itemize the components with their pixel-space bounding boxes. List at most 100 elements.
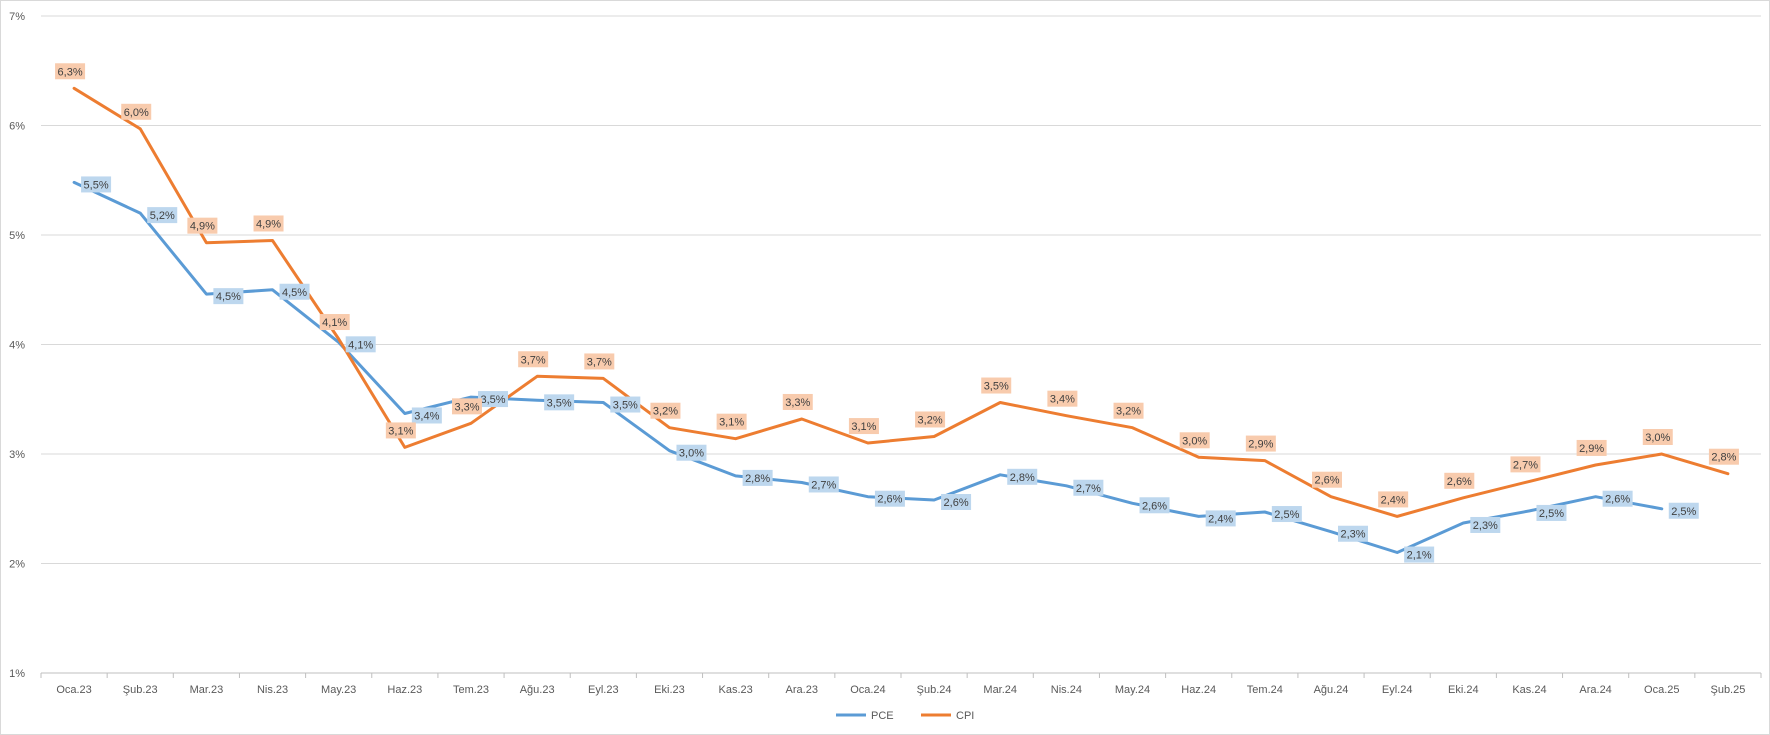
- data-label-cpi: 6,3%: [55, 63, 86, 80]
- data-label-box: [147, 207, 178, 224]
- x-tick-label: Eki.24: [1448, 684, 1479, 696]
- x-tick-label: Şub.23: [123, 684, 158, 696]
- data-label-text: 5,5%: [84, 179, 109, 191]
- data-label-text: 3,0%: [679, 448, 704, 460]
- data-label-text: 2,3%: [1473, 520, 1498, 532]
- data-label-pce: 3,5%: [478, 391, 508, 408]
- data-label-box: [1271, 506, 1302, 523]
- data-label-text: 3,4%: [1050, 394, 1075, 406]
- x-tick-label: Mar.23: [190, 684, 224, 696]
- x-tick-label: Eyl.23: [588, 684, 619, 696]
- data-label-text: 2,6%: [1314, 475, 1339, 487]
- data-label-pce: 2,6%: [941, 493, 972, 510]
- data-label-pce: 5,2%: [147, 207, 178, 224]
- data-label-cpi: 3,7%: [518, 351, 549, 368]
- data-label-box: [1047, 390, 1078, 407]
- data-label-pce: 2,6%: [874, 490, 905, 507]
- data-label-cpi: 2,8%: [1708, 448, 1739, 465]
- data-label-pce: 3,5%: [544, 394, 575, 411]
- data-label-text: 2,7%: [1513, 459, 1538, 471]
- data-label-text: 3,7%: [587, 356, 612, 368]
- data-label-text: 2,9%: [1579, 443, 1604, 455]
- data-label-pce: 3,5%: [610, 396, 641, 413]
- data-label-cpi: 2,9%: [1576, 439, 1607, 456]
- data-label-box: [1338, 525, 1368, 542]
- data-label-box: [808, 476, 839, 493]
- y-tick-label: 7%: [9, 11, 25, 23]
- legend: PCE CPI: [836, 710, 974, 722]
- x-tick-label: Mar.24: [983, 684, 1017, 696]
- data-label-box: [544, 394, 575, 411]
- data-label-text: 4,5%: [282, 287, 307, 299]
- x-tick-label: Oca.23: [56, 684, 91, 696]
- data-label-text: 3,1%: [388, 425, 413, 437]
- data-label-text: 3,5%: [480, 394, 505, 406]
- data-label-text: 2,8%: [1711, 452, 1736, 464]
- data-label-box: [1139, 497, 1170, 514]
- x-axis: Oca.23 Şub.23 Mar.23 Nis.23 May.23 Haz.23 Tem.…: [40, 672, 1762, 696]
- data-label-text: 3,4%: [414, 410, 439, 422]
- data-label-pce: 4,1%: [345, 336, 376, 353]
- x-tick-label: Nis.23: [257, 684, 288, 696]
- data-label-text: 2,8%: [1010, 472, 1035, 484]
- x-tick-label: Tem.23: [453, 684, 489, 696]
- y-axis: 1% 2% 3% 4% 5% 6% 7%: [9, 11, 25, 680]
- data-label-text: 4,9%: [256, 218, 281, 230]
- data-label-pce: 2,7%: [1073, 479, 1104, 496]
- data-label-box: [1378, 491, 1409, 508]
- data-label-box: [1205, 510, 1236, 527]
- legend-label: CPI: [956, 710, 974, 722]
- data-label-box: [411, 407, 442, 424]
- data-label-text: 3,5%: [547, 397, 572, 409]
- data-label-text: 4,1%: [348, 339, 373, 351]
- data-label-pce: 2,6%: [1602, 490, 1633, 507]
- series-line-pce: [72, 180, 1664, 554]
- data-label-text: 4,5%: [216, 291, 241, 303]
- data-label-box: [279, 283, 310, 300]
- data-label-box: [1073, 479, 1104, 496]
- data-label-pce: 2,8%: [742, 469, 773, 486]
- series-line-cpi: [72, 86, 1730, 518]
- data-label-cpi: 6,0%: [121, 103, 152, 120]
- x-tick-label: Kas.23: [718, 684, 752, 696]
- data-label-box: [1245, 435, 1276, 452]
- data-label-text: 3,2%: [653, 406, 678, 418]
- y-tick-label: 4%: [9, 340, 25, 352]
- data-label-box: [676, 444, 707, 461]
- data-label-box: [55, 63, 86, 80]
- y-tick-label: 3%: [9, 449, 25, 461]
- legend-item-cpi: CPI: [921, 710, 974, 722]
- data-label-cpi: 3,4%: [1047, 390, 1078, 407]
- data-label-box: [610, 396, 641, 413]
- data-label-box: [1470, 516, 1501, 533]
- data-label-cpi: 3,5%: [981, 377, 1012, 394]
- data-label-cpi: 3,1%: [716, 413, 747, 430]
- y-tick-label: 1%: [9, 668, 25, 680]
- data-label-cpi: 2,6%: [1444, 472, 1475, 489]
- data-label-box: [650, 402, 681, 419]
- data-label-box: [187, 217, 218, 234]
- data-label-text: 2,6%: [877, 494, 902, 506]
- data-label-cpi: 2,6%: [1312, 471, 1342, 488]
- data-label-box: [345, 336, 376, 353]
- legend-item-pce: PCE: [836, 710, 894, 722]
- data-label-box: [848, 418, 879, 435]
- data-label-cpi: 3,2%: [650, 402, 681, 419]
- x-tick-label: Şub.25: [1710, 684, 1745, 696]
- data-label-text: 3,2%: [1116, 406, 1141, 418]
- data-label-pce: 2,1%: [1404, 546, 1435, 563]
- data-label-cpi: 2,7%: [1510, 456, 1541, 473]
- data-label-text: 6,3%: [58, 66, 83, 78]
- x-tick-label: Oca.24: [850, 684, 885, 696]
- data-label-box: [213, 288, 244, 305]
- x-tick-label: Kas.24: [1512, 684, 1546, 696]
- x-tick-label: Oca.25: [1644, 684, 1679, 696]
- data-label-text: 2,1%: [1407, 550, 1432, 562]
- data-label-cpi: 3,1%: [385, 422, 416, 439]
- legend-label: PCE: [871, 710, 894, 722]
- data-label-box: [1007, 468, 1038, 485]
- data-label-box: [1179, 432, 1210, 449]
- y-tick-label: 2%: [9, 559, 25, 571]
- x-tick-label: Tem.24: [1247, 684, 1283, 696]
